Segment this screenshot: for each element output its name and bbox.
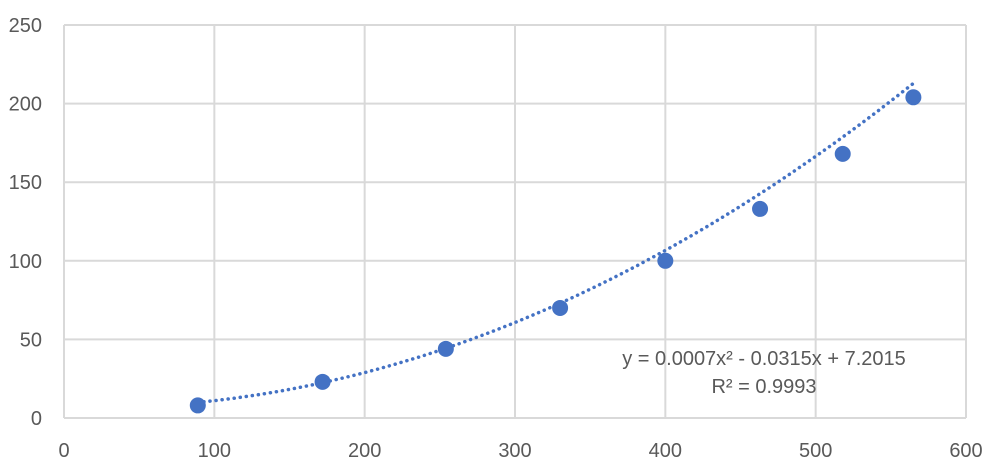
y-tick-label: 0 — [31, 408, 42, 430]
trendline-equation: y = 0.0007x² - 0.0315x + 7.2015 — [622, 348, 906, 370]
x-tick-label: 100 — [198, 440, 231, 462]
y-tick-label: 200 — [9, 94, 42, 116]
x-tick-label: 0 — [58, 440, 69, 462]
data-point — [552, 299, 569, 316]
x-tick-label: 500 — [799, 440, 832, 462]
x-tick-label: 400 — [649, 440, 682, 462]
x-tick-label: 200 — [348, 440, 381, 462]
data-point — [189, 397, 206, 414]
x-tick-label: 300 — [498, 440, 531, 462]
data-point — [905, 89, 922, 106]
r-squared-label: R² = 0.9993 — [711, 376, 816, 398]
data-point — [657, 252, 674, 269]
y-tick-label: 150 — [9, 172, 42, 194]
x-tick-label: 600 — [949, 440, 982, 462]
gridlines — [63, 24, 967, 419]
data-point — [834, 145, 851, 162]
data-point — [437, 340, 454, 357]
y-tick-label: 250 — [9, 15, 42, 37]
y-tick-label: 100 — [9, 251, 42, 273]
data-points — [189, 89, 922, 414]
data-point — [314, 373, 331, 390]
y-tick-label: 50 — [20, 329, 42, 351]
data-point — [752, 200, 769, 217]
tick-labels: 0 50 100 150 200 250 0 100 200 300 400 500 600 — [9, 15, 983, 462]
